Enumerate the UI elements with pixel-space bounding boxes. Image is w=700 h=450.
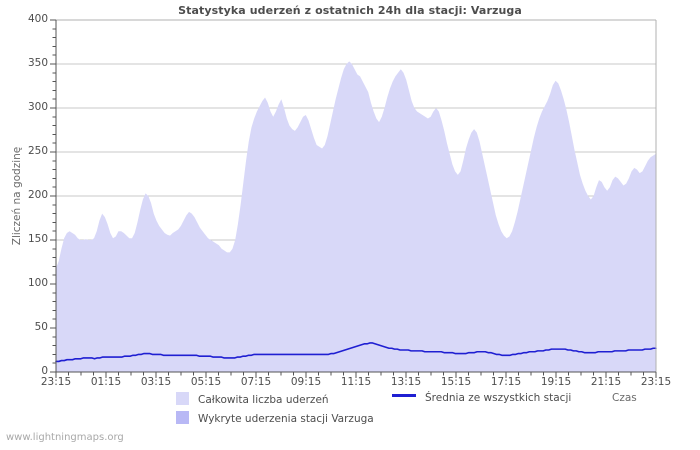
legend-color-swatch bbox=[176, 392, 189, 405]
legend-item[interactable]: Wykryte uderzenia stacji Varzuga bbox=[176, 411, 374, 425]
y-tick-label: 100 bbox=[27, 277, 48, 289]
y-tick-label: 200 bbox=[27, 189, 48, 201]
x-tick-label: 13:15 bbox=[390, 376, 422, 388]
legend-label: Wykryte uderzenia stacji Varzuga bbox=[198, 413, 374, 425]
x-tick-label: 07:15 bbox=[240, 376, 272, 388]
legend-item[interactable]: Całkowita liczba uderzeń bbox=[176, 392, 329, 406]
x-tick-label: 17:15 bbox=[490, 376, 522, 388]
x-tick-label: 11:15 bbox=[340, 376, 372, 388]
x-tick-label: 05:15 bbox=[190, 376, 222, 388]
x-tick-label: 19:15 bbox=[540, 376, 572, 388]
x-tick-label: 03:15 bbox=[140, 376, 172, 388]
legend-item[interactable]: Średnia ze wszystkich stacji bbox=[392, 392, 571, 404]
y-tick-label: 400 bbox=[27, 13, 48, 25]
y-tick-label: 250 bbox=[27, 145, 48, 157]
x-tick-label: 23:15 bbox=[640, 376, 672, 388]
legend-line-marker bbox=[392, 394, 416, 397]
x-tick-label: 09:15 bbox=[290, 376, 322, 388]
x-tick-label: 15:15 bbox=[440, 376, 472, 388]
x-tick-label: 21:15 bbox=[590, 376, 622, 388]
y-tick-label: 150 bbox=[27, 233, 48, 245]
y-tick-label: 300 bbox=[27, 101, 48, 113]
legend-label: Całkowita liczba uderzeń bbox=[198, 394, 329, 406]
footer-attribution: www.lightningmaps.org bbox=[6, 432, 124, 443]
x-tick-label: 23:15 bbox=[40, 376, 72, 388]
chart-legend: Całkowita liczba uderzeń Średnia ze wszys… bbox=[0, 392, 700, 432]
x-axis-label: Czas bbox=[612, 392, 637, 404]
x-tick-label: 01:15 bbox=[90, 376, 122, 388]
y-tick-label: 50 bbox=[34, 321, 48, 333]
y-tick-label: 0 bbox=[41, 365, 48, 377]
chart-title: Statystyka uderzeń z ostatnich 24h dla s… bbox=[178, 4, 522, 17]
legend-label: Średnia ze wszystkich stacji bbox=[425, 392, 572, 404]
legend-color-swatch bbox=[176, 411, 189, 424]
y-tick-label: 350 bbox=[27, 57, 48, 69]
